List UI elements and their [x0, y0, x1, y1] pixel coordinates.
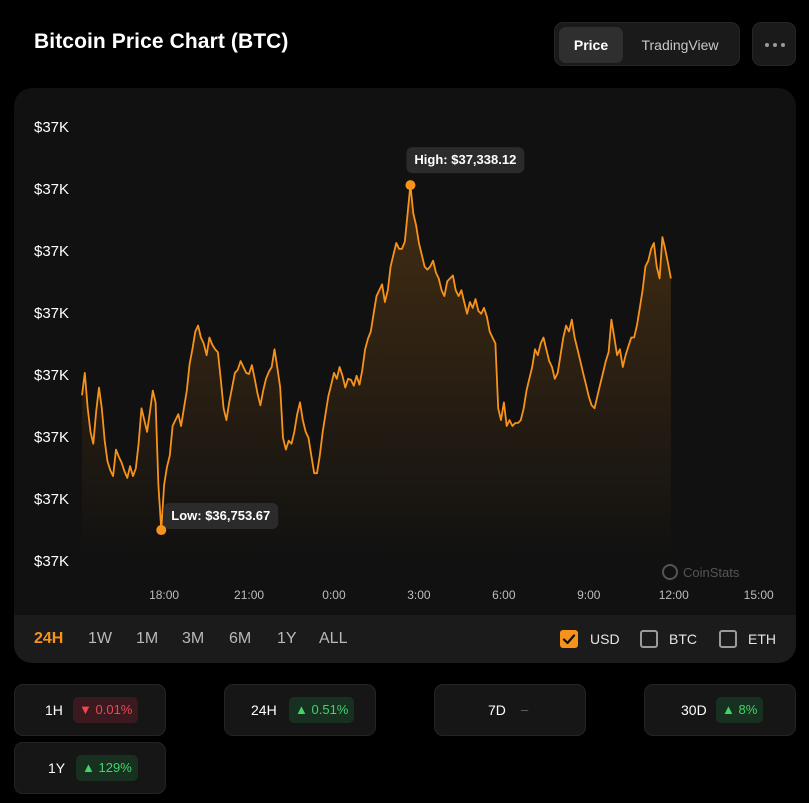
high-label: High: $37,338.12 [414, 152, 516, 167]
high-point [405, 180, 416, 191]
x-tick-label: 3:00 [407, 588, 431, 602]
view-tabs: Price TradingView [554, 22, 740, 66]
up-arrow-icon: ▲ [722, 702, 735, 717]
change-pill: – [515, 697, 534, 723]
eth-checkbox[interactable] [719, 630, 737, 648]
range-3m[interactable]: 3M [182, 630, 205, 647]
more-dot-icon [773, 43, 777, 47]
coinstats-logo-icon [662, 564, 678, 580]
page-title: Bitcoin Price Chart (BTC) [34, 30, 289, 53]
up-arrow-icon: ▲ [295, 702, 308, 717]
range-1m[interactable]: 1M [136, 630, 159, 647]
range-6m[interactable]: 6M [229, 630, 252, 647]
period-label: 1Y [48, 760, 66, 776]
change-value: 0.51% [311, 702, 349, 717]
coinstats-watermark: CoinStats [662, 564, 740, 580]
up-arrow-icon: ▲ [82, 760, 95, 775]
low-marker: Low: $36,753.67 [156, 503, 279, 536]
change-value: 0.01% [95, 702, 133, 717]
y-tick-label: $37K [34, 429, 69, 446]
range-1y[interactable]: 1Y [277, 630, 297, 647]
y-tick-label: $37K [34, 119, 69, 136]
more-dot-icon [781, 43, 785, 47]
tab-tradingview[interactable]: TradingView [641, 37, 719, 53]
range-1w[interactable]: 1W [88, 630, 112, 647]
chart-controls: 24H 1W 1M 3M 6M 1Y ALL USD BTC ETH [14, 615, 796, 663]
x-tick-label: 21:00 [234, 588, 264, 602]
y-tick-label: $37K [34, 305, 69, 322]
x-tick-label: 12:00 [659, 588, 689, 602]
change-pill: ▼ 0.01% [73, 697, 139, 723]
y-tick-label: $37K [34, 491, 69, 508]
price-area [82, 185, 671, 558]
change-pill: ▲ 0.51% [289, 697, 355, 723]
eth-label: ETH [748, 631, 776, 647]
range-24h[interactable]: 24H [34, 630, 64, 647]
btc-checkbox[interactable] [640, 630, 658, 648]
checkmark-icon [562, 634, 576, 645]
y-tick-label: $37K [34, 367, 69, 384]
usd-label: USD [590, 631, 620, 647]
change-value: 129% [98, 760, 132, 775]
more-options-button[interactable] [752, 22, 796, 66]
y-tick-label: $37K [34, 553, 69, 570]
change-value: – [521, 702, 529, 717]
change-card-7d: 7D – [434, 684, 586, 736]
period-label: 1H [45, 702, 63, 718]
y-tick-label: $37K [34, 181, 69, 198]
x-tick-label: 9:00 [577, 588, 601, 602]
period-label: 7D [488, 702, 506, 718]
watermark-text: CoinStats [683, 565, 740, 580]
x-tick-label: 18:00 [149, 588, 179, 602]
x-tick-label: 0:00 [322, 588, 346, 602]
change-pill: ▲ 129% [76, 755, 138, 781]
change-card-24h: 24H ▲ 0.51% [224, 684, 376, 736]
x-tick-label: 6:00 [492, 588, 516, 602]
range-all[interactable]: ALL [319, 630, 348, 647]
btc-label: BTC [669, 631, 697, 647]
more-dot-icon [765, 43, 769, 47]
change-card-1y: 1Y ▲ 129% [14, 742, 166, 794]
tab-price[interactable]: Price [559, 27, 623, 63]
period-label: 30D [681, 702, 707, 718]
chart-card: $37K $37K $37K $37K $37K $37K $37K $37K 18:00 21… [14, 88, 796, 663]
x-tick-label: 15:00 [744, 588, 774, 602]
low-label: Low: $36,753.67 [171, 508, 270, 523]
change-card-1h: 1H ▼ 0.01% [14, 684, 166, 736]
high-marker: High: $37,338.12 [405, 147, 525, 191]
period-label: 24H [251, 702, 277, 718]
down-arrow-icon: ▼ [79, 702, 92, 717]
usd-checkbox[interactable] [560, 630, 578, 648]
price-chart[interactable]: $37K $37K $37K $37K $37K $37K $37K $37K 18:00 21… [14, 88, 796, 615]
change-card-30d: 30D ▲ 8% [644, 684, 796, 736]
low-point [156, 525, 167, 536]
change-value: 8% [738, 702, 758, 717]
price-line [81, 184, 672, 531]
change-pill: ▲ 8% [716, 697, 764, 723]
y-tick-label: $37K [34, 243, 69, 260]
